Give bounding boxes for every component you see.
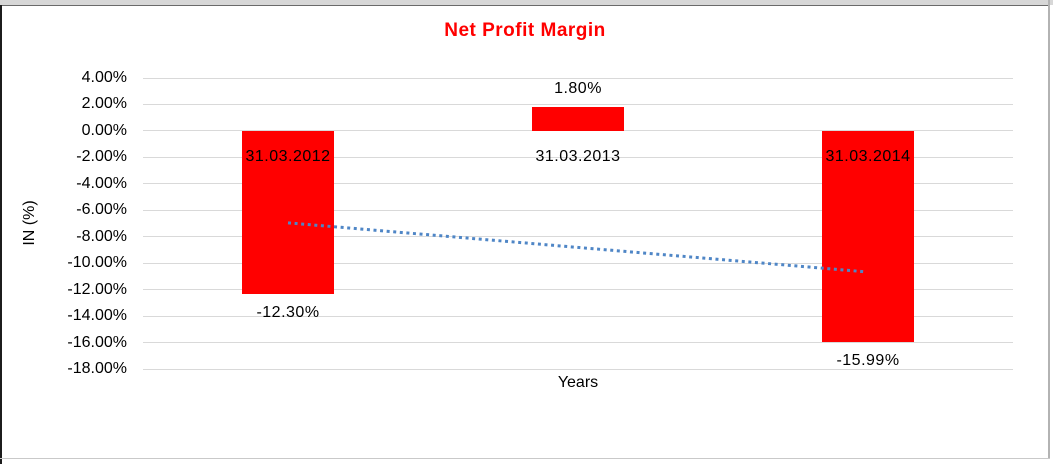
window-border-right: [1048, 0, 1050, 459]
bar-31.03.2013: [532, 107, 624, 131]
gridline: [143, 262, 1013, 264]
category-label: 31.03.2014: [825, 148, 911, 166]
gridline: [143, 103, 1013, 105]
bar-31.03.2012: [242, 130, 334, 294]
gridline: [143, 209, 1013, 211]
y-axis-tick-label: 4.00%: [81, 69, 127, 86]
window-border-left: [0, 5, 2, 464]
y-axis-tick-label: 0.00%: [81, 121, 127, 139]
window-border-bottom: [0, 458, 1050, 459]
data-label: -15.99%: [836, 352, 900, 370]
y-axis-tick-label: -8.00%: [76, 227, 127, 245]
gridline: [143, 315, 1013, 317]
gridline: [143, 236, 1013, 238]
x-axis-title: Years: [557, 374, 599, 391]
gridline: [143, 156, 1013, 158]
y-axis-tick-label: -16.00%: [67, 333, 127, 351]
data-label: 1.80%: [554, 80, 602, 98]
y-axis-tick-label: -2.00%: [76, 148, 127, 166]
y-axis-tick-label: -14.00%: [67, 307, 127, 325]
gridline: [143, 342, 1013, 344]
bar-31.03.2014: [822, 130, 914, 343]
gridline: [143, 289, 1013, 291]
y-axis-tick-label: -4.00%: [76, 174, 127, 192]
y-axis-tick-label: -10.00%: [67, 254, 127, 272]
trendline: [287, 221, 866, 274]
gridline: [143, 130, 1013, 132]
gridline: [143, 183, 1013, 185]
data-label: -12.30%: [256, 303, 320, 321]
y-axis-tick-label: -18.00%: [67, 360, 127, 377]
gridline: [143, 368, 1013, 370]
category-label: 31.03.2013: [535, 148, 621, 166]
y-axis-tick-label: 2.00%: [81, 95, 127, 113]
window-top-strip: [0, 0, 1053, 5]
category-label: 31.03.2012: [245, 148, 331, 166]
gridline: [143, 77, 1013, 79]
window-border-top: [0, 5, 1050, 6]
y-axis-tick-label: -6.00%: [76, 201, 127, 219]
chart-title: Net Profit Margin: [444, 20, 606, 41]
y-axis-tick-label: -12.00%: [67, 280, 127, 298]
plot-area: 4.00% 2.00% 0.00% -2.00% -4.00% -6.00% -8.00% -…: [67, 69, 1013, 377]
